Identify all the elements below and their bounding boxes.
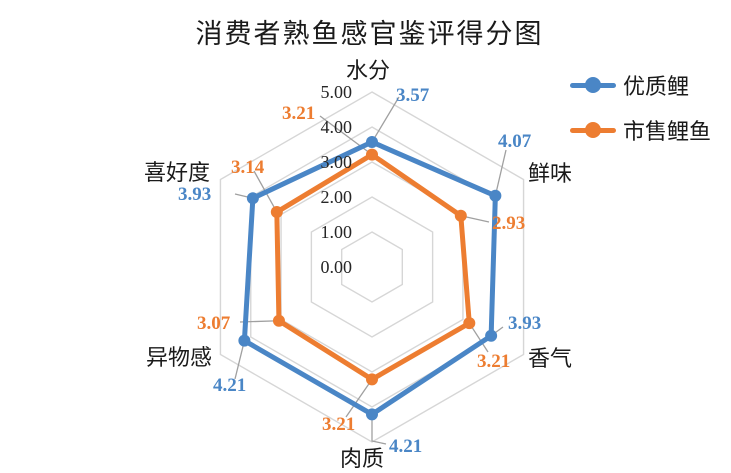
radial-tick-label: 3.00 — [321, 152, 353, 172]
legend-label-series2: 市售鲤鱼 — [623, 119, 712, 144]
data-label: 4.07 — [498, 131, 532, 152]
data-label: 3.21 — [282, 103, 315, 124]
data-point-marker — [463, 317, 476, 330]
axis-label: 水分 — [346, 58, 390, 83]
data-label: 3.93 — [178, 184, 211, 205]
legend-label-series1: 优质鲤 — [623, 74, 690, 99]
radial-tick-label: 1.00 — [321, 222, 353, 242]
data-point-marker — [246, 192, 259, 205]
legend: 优质鲤 市售鲤鱼 — [570, 72, 712, 144]
data-label: 2.93 — [492, 213, 525, 234]
data-point-marker — [366, 136, 378, 149]
legend-dot-icon — [585, 122, 601, 138]
data-point-marker — [485, 329, 498, 342]
data-point-marker — [489, 189, 502, 202]
axis-label: 肉质 — [340, 446, 384, 471]
radial-tick-label: 0.00 — [321, 257, 353, 277]
data-label: 4.21 — [389, 436, 422, 457]
legend-line-marker-icon — [570, 77, 616, 93]
data-label-leader-line — [371, 96, 400, 143]
axis-label: 异物感 — [146, 345, 212, 370]
legend-line-marker-icon — [570, 122, 616, 138]
data-label: 3.93 — [508, 313, 541, 334]
data-label-leader-line — [494, 149, 507, 196]
data-point-marker — [238, 334, 251, 347]
grid-ring — [340, 231, 404, 303]
legend-item-series1: 优质鲤 — [570, 72, 711, 99]
legend-item-series2: 市售鲤鱼 — [570, 117, 712, 144]
data-point-marker — [270, 206, 283, 219]
radial-tick-label: 5.00 — [321, 82, 353, 102]
data-point-marker — [454, 209, 467, 222]
data-point-marker — [366, 373, 378, 386]
data-point-marker — [366, 408, 378, 421]
series-line-1 — [241, 139, 498, 417]
data-label: 4.21 — [213, 375, 246, 396]
data-point-marker — [272, 314, 285, 327]
radial-tick-label: 2.00 — [321, 187, 353, 207]
axis-label: 鲜味 — [528, 161, 572, 186]
legend-dot-icon — [585, 77, 601, 93]
data-label: 3.21 — [477, 351, 510, 372]
chart-title: 消费者熟鱼感官鉴评得分图 — [195, 19, 544, 49]
data-label: 3.21 — [322, 414, 355, 435]
data-label: 3.14 — [231, 157, 265, 178]
data-label: 3.57 — [396, 85, 430, 106]
axis-label: 喜好度 — [144, 160, 210, 185]
data-label-leader-line — [345, 378, 373, 418]
data-label: 3.07 — [197, 313, 231, 334]
axis-label: 香气 — [528, 346, 572, 371]
grid-ring — [219, 91, 525, 443]
data-point-marker — [366, 148, 378, 161]
data-label-leader-line — [234, 340, 246, 380]
series-line-2 — [274, 152, 472, 382]
grid-ring — [310, 196, 434, 338]
radial-tick-label: 4.00 — [321, 117, 353, 137]
data-label-leader-line — [371, 414, 387, 445]
